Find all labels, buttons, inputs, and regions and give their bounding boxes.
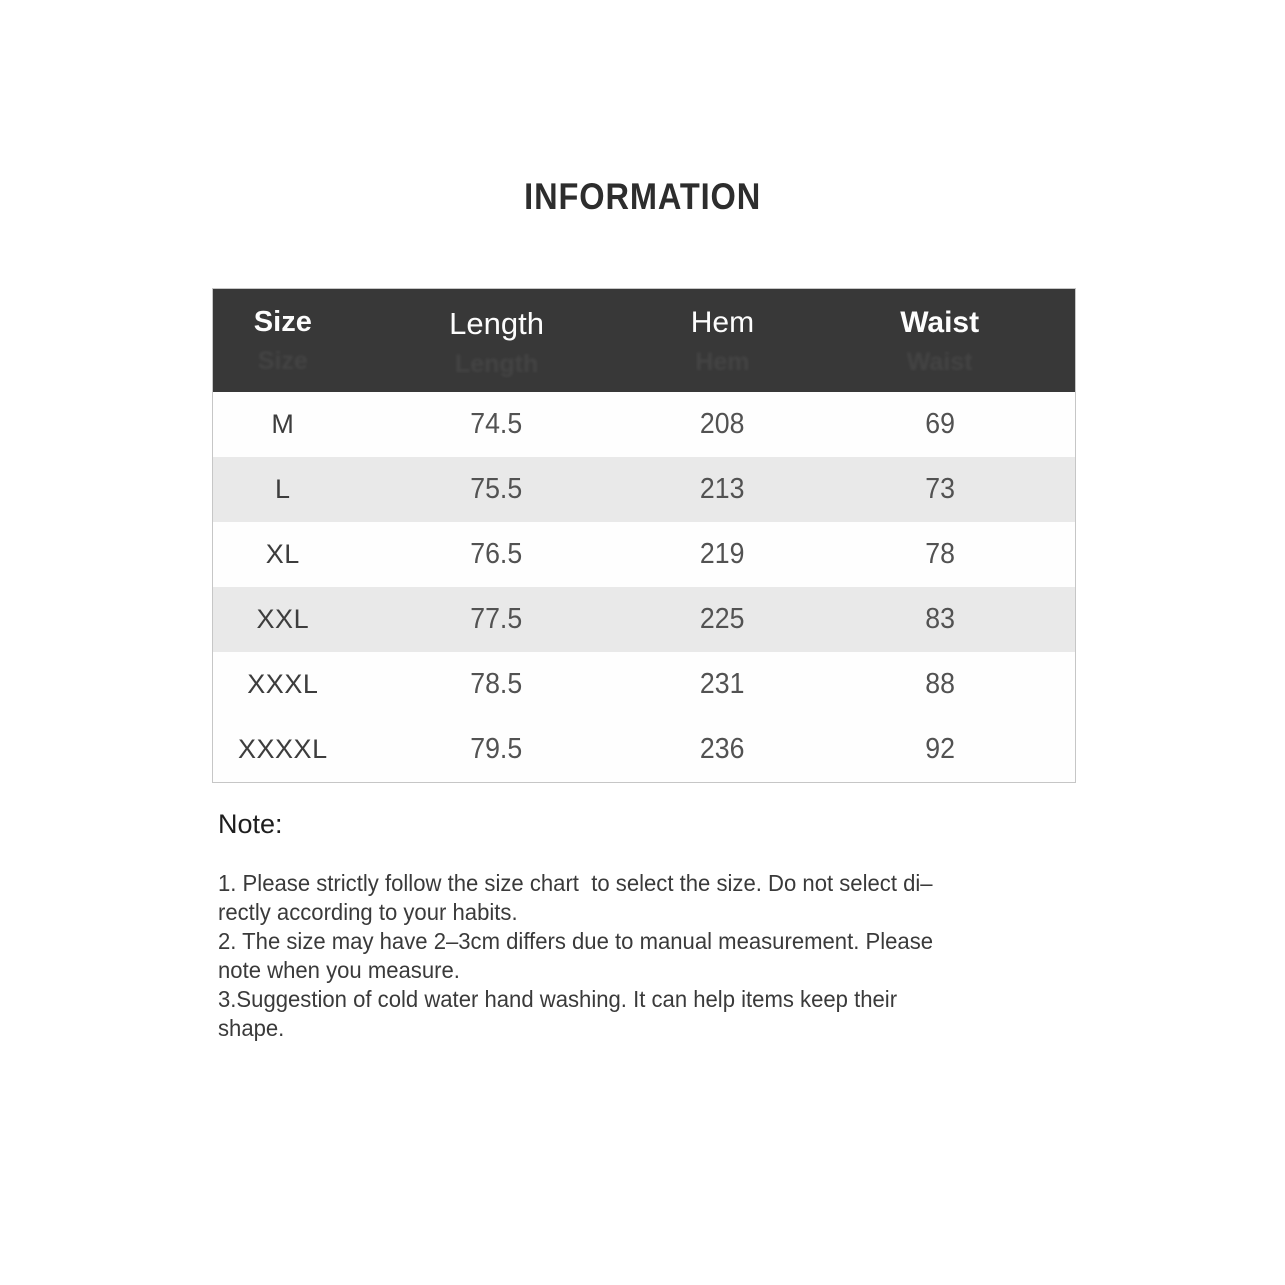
page-title-wrap: INFORMATION — [0, 176, 1285, 218]
header-ghost-artifact: Size — [257, 347, 308, 375]
cell-size: M — [271, 409, 295, 439]
cell-waist-value: 73 — [924, 473, 955, 505]
table-row-l: L 75.5 213 73 — [213, 457, 1075, 522]
table-row-xxl: XXL 77.5 225 83 — [213, 587, 1075, 652]
cell-length: 74.5 — [353, 408, 641, 441]
cell-length-value: 74.5 — [470, 408, 523, 440]
cell-hem-value: 225 — [700, 603, 745, 635]
cell-length: 77.5 — [353, 603, 641, 636]
cell-hem: 236 — [641, 733, 805, 766]
table-row-xl: XL 76.5 219 78 — [213, 522, 1075, 587]
cell-length: 78.5 — [353, 668, 641, 701]
header-ghost-artifact: Hem — [695, 348, 750, 376]
cell-hem-value: 236 — [700, 733, 745, 765]
note-line: 1. Please strictly follow the size chart… — [218, 870, 933, 896]
size-table-body: M 74.5 208 69 L 75.5 213 73 XL 76.5 219 … — [213, 392, 1075, 782]
header-ghost-artifact: Length — [454, 350, 539, 378]
note-heading: Note: — [218, 809, 283, 839]
note-text: 1. Please strictly follow the size chart… — [218, 869, 979, 1043]
note-line: 2. The size may have 2–3cm differs due t… — [218, 928, 934, 954]
cell-waist: 92 — [804, 733, 1075, 766]
cell-waist: 88 — [804, 668, 1075, 701]
cell-size: L — [275, 474, 291, 504]
cell-length: 75.5 — [353, 473, 641, 506]
cell-hem: 231 — [641, 668, 805, 701]
cell-length-value: 75.5 — [470, 473, 523, 505]
header-label-waist: Waist — [900, 306, 980, 339]
cell-hem-value: 231 — [700, 668, 745, 700]
cell-hem: 213 — [641, 473, 805, 506]
note-line: shape. — [218, 1015, 285, 1041]
cell-waist-value: 83 — [924, 603, 955, 635]
page-title: INFORMATION — [524, 176, 761, 217]
cell-length: 76.5 — [353, 538, 641, 571]
cell-size: XXXL — [247, 669, 319, 699]
cell-waist-value: 92 — [924, 733, 955, 765]
header-cell-hem: Hem Hem — [641, 289, 805, 392]
note-line: rectly according to your habits. — [218, 899, 518, 925]
header-label-length: Length — [449, 306, 544, 341]
cell-length-value: 79.5 — [470, 733, 523, 765]
cell-length-value: 77.5 — [470, 603, 523, 635]
cell-waist-value: 78 — [924, 538, 955, 570]
note-line: 3.Suggestion of cold water hand washing.… — [218, 986, 898, 1012]
cell-waist-value: 88 — [924, 668, 955, 700]
table-row-xxxxl: XXXXL 79.5 236 92 — [213, 717, 1075, 782]
header-label-hem: Hem — [690, 306, 755, 339]
cell-size: XXL — [256, 604, 310, 634]
cell-hem: 225 — [641, 603, 805, 636]
table-row-m: M 74.5 208 69 — [213, 392, 1075, 457]
table-row-xxxl: XXXL 78.5 231 88 — [213, 652, 1075, 717]
cell-length-value: 78.5 — [470, 668, 523, 700]
cell-waist: 69 — [804, 408, 1075, 441]
cell-waist: 73 — [804, 473, 1075, 506]
header-cell-waist: Waist Waist — [804, 289, 1075, 392]
cell-size: XXXXL — [238, 734, 328, 764]
size-table: Size Size Length Length Hem Hem Waist Wa… — [212, 288, 1076, 783]
cell-hem-value: 208 — [700, 408, 745, 440]
cell-size: XL — [265, 539, 300, 569]
cell-hem-value: 213 — [700, 473, 745, 505]
cell-hem-value: 219 — [700, 538, 745, 570]
cell-length-value: 76.5 — [470, 538, 523, 570]
note-line: note when you measure. — [218, 957, 460, 983]
header-cell-length: Length Length — [353, 289, 641, 392]
header-label-size: Size — [253, 306, 312, 338]
cell-waist: 78 — [804, 538, 1075, 571]
cell-waist: 83 — [804, 603, 1075, 636]
cell-hem: 219 — [641, 538, 805, 571]
header-cell-size: Size Size — [213, 289, 353, 392]
cell-length: 79.5 — [353, 733, 641, 766]
cell-waist-value: 69 — [924, 408, 955, 440]
header-ghost-artifact: Waist — [906, 348, 973, 376]
size-table-header: Size Size Length Length Hem Hem Waist Wa… — [213, 289, 1075, 392]
cell-hem: 208 — [641, 408, 805, 441]
